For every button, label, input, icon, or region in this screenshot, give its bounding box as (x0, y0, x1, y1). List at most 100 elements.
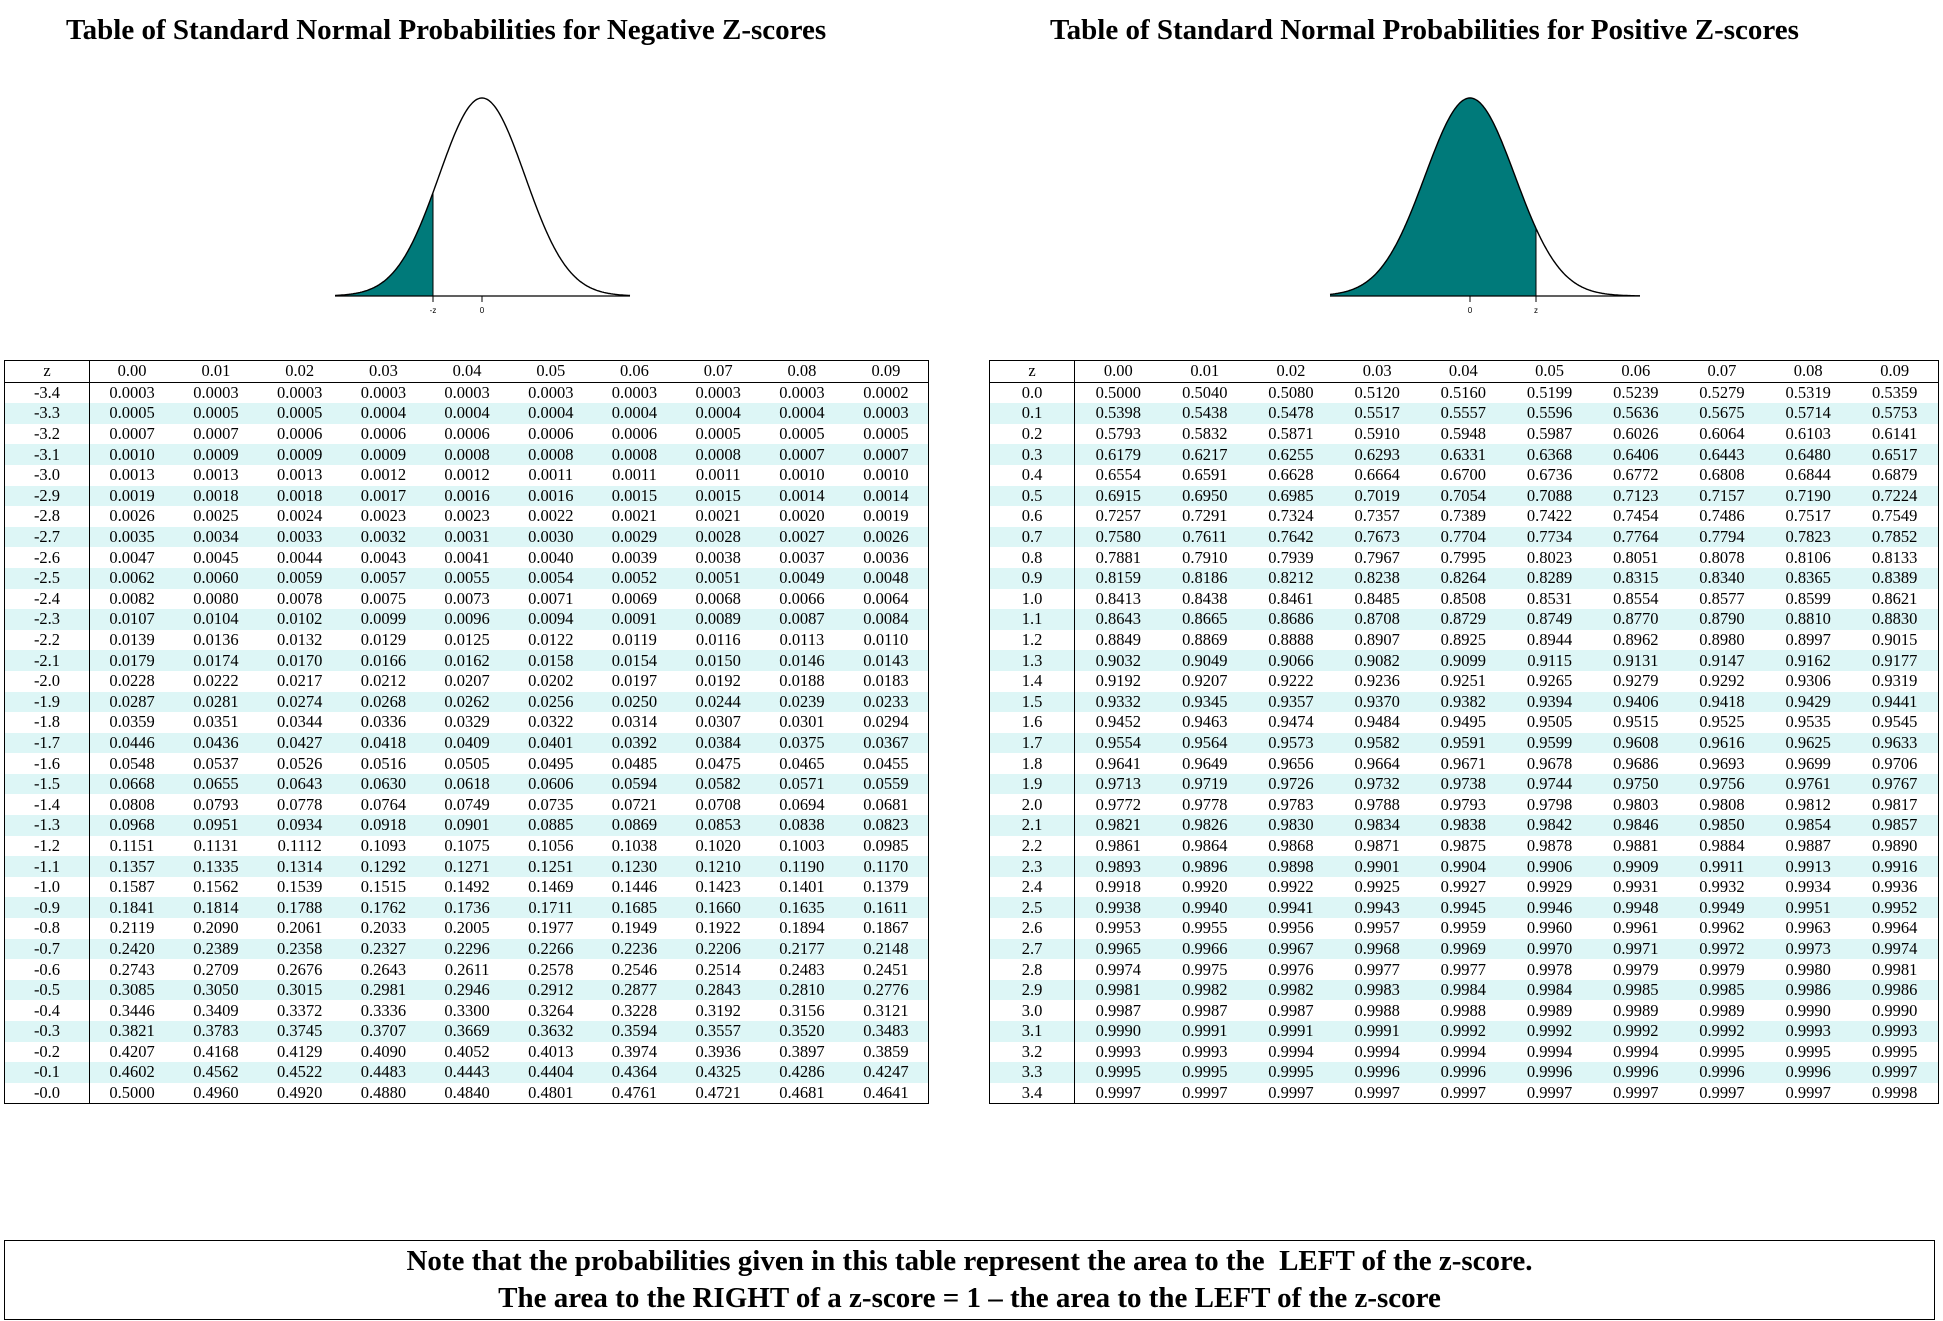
probability-cell: 0.9868 (1268, 835, 1314, 855)
probability-cell: 0.0039 (611, 547, 658, 567)
probability-cell: 0.0071 (528, 588, 574, 608)
probability-cell: 0.9991 (1247, 1021, 1335, 1042)
probability-cell: 0.9956 (1268, 918, 1314, 938)
table-row: 0.8 0.7881 0.7910 0.7939 0.7967 0.7995 0.8023 0… (989, 547, 1939, 568)
positive-curve-shaded-area (1330, 98, 1536, 296)
probability-cell: 0.0018 (174, 485, 258, 507)
probability-cell: 0.0749 (444, 794, 490, 814)
probability-cell: 0.9884 (1699, 835, 1745, 855)
probability-cell: 0.9927 (1440, 877, 1487, 897)
probability-cell: 0.4286 (760, 1062, 844, 1083)
probability-cell: 0.3085 (89, 979, 175, 1001)
probability-cell: 0.0015 (592, 485, 677, 507)
probability-cell: 0.9990 (1785, 1000, 1831, 1020)
probability-cell: 0.0301 (779, 712, 825, 732)
probability-cell: 0.0012 (360, 465, 407, 485)
table-row: 1.5 0.9332 0.9345 0.9357 0.9370 0.9382 0.9394 0… (989, 691, 1939, 713)
probability-cell: 0.0029 (592, 526, 677, 548)
probability-cell: 0.9991 (1161, 1021, 1248, 1042)
probability-cell: 0.4920 (276, 1083, 323, 1103)
z-value-cell: -1.0 (4, 876, 90, 898)
positive-z-table: z 0.00 0.01 0.02 0.03 0.04 0.05 0.06 0.07 0.08 0.0… (989, 360, 1939, 1105)
probability-cell: 0.9990 (1074, 1021, 1162, 1042)
table-row: -2.6 0.0047 0.0045 0.0044 0.0043 0.0041 0.0040… (4, 547, 929, 568)
z-value-cell: -1.2 (4, 835, 90, 857)
probability-cell: 0.9911 (1678, 856, 1766, 877)
probability-cell: 0.0003 (779, 382, 825, 402)
probability-cell: 0.9989 (1613, 1000, 1659, 1020)
probability-cell: 0.8925 (1440, 630, 1487, 650)
probability-cell: 0.7357 (1354, 506, 1400, 526)
probability-cell: 0.0080 (193, 588, 239, 608)
z-column-header: z (4, 360, 90, 383)
probability-cell: 0.3015 (257, 979, 342, 1001)
probability-cell: 0.6844 (1785, 465, 1831, 485)
probability-cell: 0.3745 (257, 1021, 342, 1042)
probability-cell: 0.9985 (1678, 979, 1766, 1001)
table-row: 2.8 0.9974 0.9975 0.9976 0.9977 0.9977 0.9978 0… (989, 959, 1939, 980)
z-value-cell: 3.0 (989, 1000, 1075, 1021)
probability-cell: 0.9474 (1268, 712, 1314, 732)
probability-cell: 0.9983 (1334, 979, 1421, 1001)
probability-cell: 0.3859 (863, 1041, 909, 1061)
probability-cell: 0.4641 (863, 1083, 909, 1103)
probability-cell: 0.0004 (341, 403, 426, 424)
z-value-cell: 1.7 (989, 732, 1075, 754)
probability-cell: 0.9564 (1161, 732, 1248, 754)
table-row: -0.8 0.2119 0.2090 0.2061 0.2033 0.2005 0.1977… (4, 918, 929, 939)
probability-cell: 0.9850 (1678, 815, 1766, 836)
probability-cell: 0.9319 (1871, 671, 1918, 691)
z-value-cell: 2.1 (989, 815, 1075, 836)
probability-cell: 0.6700 (1440, 465, 1487, 485)
note-line-2: The area to the RIGHT of a z-score = 1 –… (498, 1282, 1441, 1314)
probability-cell: 0.9778 (1182, 794, 1228, 814)
probability-cell: 0.8264 (1420, 567, 1507, 589)
probability-cell: 0.0217 (276, 671, 323, 691)
z-value-cell: -0.2 (4, 1041, 90, 1063)
probability-cell: 0.5120 (1354, 382, 1400, 402)
probability-cell: 0.9995 (1161, 1062, 1248, 1083)
negative-curve-shaded-area (335, 192, 433, 296)
probability-cell: 0.0823 (843, 815, 929, 836)
probability-cell: 0.9996 (1592, 1062, 1679, 1083)
probability-cell: 0.0222 (193, 671, 239, 691)
probability-cell: 0.9678 (1526, 753, 1573, 773)
probability-cell: 0.9951 (1765, 897, 1852, 919)
probability-cell: 0.2877 (592, 979, 677, 1001)
probability-cell: 0.9993 (1851, 1021, 1939, 1042)
probability-cell: 0.9992 (1592, 1021, 1679, 1042)
probability-cell: 0.1685 (592, 897, 677, 919)
z-value-cell: -2.9 (4, 485, 90, 507)
probability-cell: 0.8554 (1613, 588, 1659, 608)
probability-cell: 0.9969 (1420, 938, 1507, 960)
probability-cell: 0.0099 (341, 609, 426, 630)
probability-cell: 0.9706 (1871, 753, 1918, 773)
z-value-cell: 2.0 (989, 794, 1075, 816)
probability-cell: 0.5478 (1247, 403, 1335, 424)
probability-cell: 0.4522 (257, 1062, 342, 1083)
probability-cell: 0.8810 (1765, 609, 1852, 630)
probability-cell: 0.0005 (257, 403, 342, 424)
probability-cell: 0.9941 (1247, 897, 1335, 919)
probability-cell: 0.5517 (1334, 403, 1421, 424)
probability-cell: 0.0418 (341, 732, 426, 754)
table-row: 3.0 0.9987 0.9987 0.9987 0.9988 0.9988 0.9989 0… (989, 1000, 1939, 1021)
probability-cell: 0.1038 (611, 835, 658, 855)
probability-cell: 0.2514 (695, 959, 741, 979)
probability-cell: 0.0032 (341, 526, 426, 548)
probability-cell: 0.9929 (1526, 877, 1573, 897)
probability-cell: 0.9846 (1592, 815, 1679, 836)
probability-cell: 0.0174 (174, 650, 258, 671)
table-row: -3.3 0.0005 0.0005 0.0005 0.0004 0.0004 0.0004… (4, 403, 929, 424)
column-header: 0.06 (1592, 360, 1679, 383)
probability-cell: 0.0735 (528, 794, 574, 814)
probability-cell: 0.1251 (508, 856, 593, 877)
probability-cell: 0.9898 (1247, 856, 1335, 877)
probability-cell: 0.9732 (1334, 773, 1421, 795)
probability-cell: 0.9981 (1074, 979, 1162, 1001)
probability-cell: 0.8413 (1095, 588, 1142, 608)
probability-cell: 0.9992 (1506, 1021, 1593, 1042)
z-value-cell: -2.3 (4, 609, 90, 630)
probability-cell: 0.9949 (1678, 897, 1766, 919)
probability-cell: 0.8749 (1506, 609, 1593, 630)
